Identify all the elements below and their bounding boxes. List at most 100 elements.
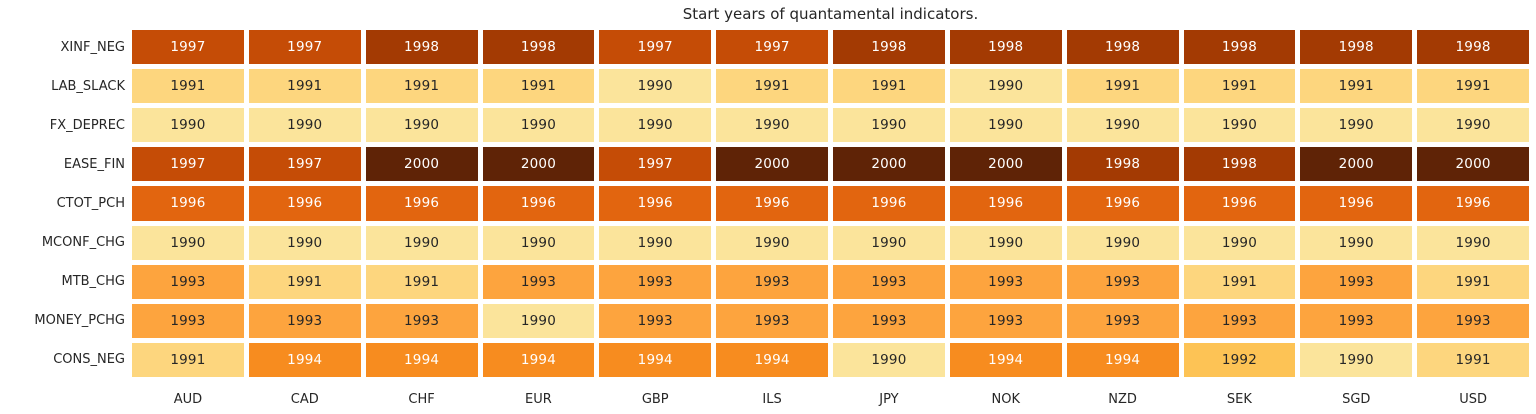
heatmap-cell: 1998 xyxy=(833,30,945,65)
heatmap-cell: 1991 xyxy=(248,69,361,104)
heatmap-cell: 1990 xyxy=(716,108,828,143)
heatmap-cell: 1991 xyxy=(1183,69,1296,104)
heatmap-cell: 1993 xyxy=(1066,264,1179,299)
row-label: EASE_FIN xyxy=(63,156,125,172)
heatmap-cell: 1990 xyxy=(833,108,945,143)
heatmap-cell: 1993 xyxy=(1300,264,1413,299)
heatmap-cell: 2000 xyxy=(949,147,1062,182)
heatmap-cell: 1997 xyxy=(132,30,244,65)
heatmap-cell: 2000 xyxy=(1417,147,1529,182)
heatmap-cell: 1991 xyxy=(482,69,595,104)
heatmap-cell: 1993 xyxy=(833,264,945,299)
heatmap-cell: 1990 xyxy=(1066,225,1179,260)
heatmap-cell: 1991 xyxy=(1300,69,1413,104)
heatmap-cell: 1996 xyxy=(132,186,244,221)
heatmap-cell: 1990 xyxy=(248,225,361,260)
heatmap-cell: 2000 xyxy=(1300,147,1413,182)
heatmap-cell: 1991 xyxy=(833,69,945,104)
heatmap-cell: 1996 xyxy=(1417,186,1529,221)
heatmap-cell: 1993 xyxy=(949,303,1062,338)
heatmap-cell: 1991 xyxy=(132,69,244,104)
heatmap-cell: 1990 xyxy=(248,108,361,143)
heatmap-cell: 1991 xyxy=(1066,69,1179,104)
heatmap-cell: 1990 xyxy=(1417,108,1529,143)
heatmap-cell: 1996 xyxy=(833,186,945,221)
heatmap-cell: 1992 xyxy=(1183,342,1296,377)
heatmap-cell: 1993 xyxy=(599,264,712,299)
heatmap-cell: 1990 xyxy=(599,225,712,260)
col-label: SGD xyxy=(1342,391,1371,407)
heatmap-cell: 1991 xyxy=(1183,264,1296,299)
heatmap-cell: 1990 xyxy=(365,108,478,143)
heatmap-cell: 1990 xyxy=(482,303,595,338)
heatmap-grid: 1997 1997 1998 1998 1997 1997 1998 1998 1998 1998… xyxy=(132,30,1529,377)
row-label: XINF_NEG xyxy=(60,39,125,55)
heatmap-cell: 1997 xyxy=(599,147,712,182)
heatmap-cell: 1996 xyxy=(1300,186,1413,221)
heatmap-cell: 1990 xyxy=(1183,108,1296,143)
heatmap-cell: 1993 xyxy=(599,303,712,338)
col-label: SEK xyxy=(1226,391,1252,407)
heatmap-cell: 1991 xyxy=(365,264,478,299)
row-label: FX_DEPREC xyxy=(49,117,125,133)
heatmap-cell: 1996 xyxy=(949,186,1062,221)
heatmap-cell: 1990 xyxy=(716,225,828,260)
heatmap-cell: 1998 xyxy=(1417,30,1529,65)
col-label: USD xyxy=(1459,391,1487,407)
heatmap-cell: 1994 xyxy=(949,342,1062,377)
heatmap-cell: 1994 xyxy=(248,342,361,377)
heatmap-cell: 1997 xyxy=(132,147,244,182)
col-label: NOK xyxy=(991,391,1020,407)
heatmap-cell: 1994 xyxy=(365,342,478,377)
heatmap-cell: 1990 xyxy=(949,225,1062,260)
heatmap-cell: 1990 xyxy=(482,225,595,260)
heatmap-cell: 1998 xyxy=(1183,147,1296,182)
col-label: CHF xyxy=(408,391,435,407)
heatmap-cell: 1990 xyxy=(1183,225,1296,260)
heatmap-cell: 1996 xyxy=(1066,186,1179,221)
heatmap-cell: 1994 xyxy=(1066,342,1179,377)
heatmap-cell: 1990 xyxy=(1066,108,1179,143)
heatmap-cell: 1990 xyxy=(1300,342,1413,377)
heatmap-cell: 1994 xyxy=(482,342,595,377)
row-label: LAB_SLACK xyxy=(51,78,125,94)
heatmap-cell: 1996 xyxy=(1183,186,1296,221)
heatmap-cell: 1993 xyxy=(833,303,945,338)
heatmap-cell: 1998 xyxy=(365,30,478,65)
heatmap-cell: 1997 xyxy=(599,30,712,65)
heatmap-cell: 1997 xyxy=(248,147,361,182)
row-label: MTB_CHG xyxy=(61,274,125,290)
heatmap-cell: 1993 xyxy=(1300,303,1413,338)
heatmap-cell: 1990 xyxy=(482,108,595,143)
heatmap-cell: 2000 xyxy=(716,147,828,182)
row-label: MCONF_CHG xyxy=(41,235,125,251)
heatmap-cell: 1991 xyxy=(365,69,478,104)
heatmap-cell: 1990 xyxy=(599,69,712,104)
heatmap-cell: 1993 xyxy=(1066,303,1179,338)
heatmap-cell: 1990 xyxy=(1300,225,1413,260)
heatmap-cell: 1996 xyxy=(716,186,828,221)
heatmap-cell: 1993 xyxy=(1183,303,1296,338)
heatmap-cell: 2000 xyxy=(482,147,595,182)
heatmap-cell: 1993 xyxy=(949,264,1062,299)
row-label: CONS_NEG xyxy=(53,352,125,368)
heatmap-cell: 2000 xyxy=(833,147,945,182)
col-label: NZD xyxy=(1108,391,1137,407)
col-label: CAD xyxy=(290,391,319,407)
heatmap-cell: 1990 xyxy=(132,108,244,143)
heatmap-cell: 1991 xyxy=(132,342,244,377)
heatmap-cell: 1993 xyxy=(482,264,595,299)
heatmap-cell: 1993 xyxy=(248,303,361,338)
heatmap-cell: 1993 xyxy=(716,303,828,338)
heatmap-cell: 1993 xyxy=(716,264,828,299)
col-labels: AUD CAD CHF EUR GBP ILS JPY NOK NZD SEK SGD USD xyxy=(132,377,1529,409)
heatmap-cell: 1993 xyxy=(1417,303,1529,338)
heatmap-cell: 1990 xyxy=(949,108,1062,143)
heatmap-cell: 1997 xyxy=(716,30,828,65)
heatmap-cell: 1990 xyxy=(599,108,712,143)
heatmap-cell: 1991 xyxy=(1417,264,1529,299)
heatmap-cell: 1991 xyxy=(1417,342,1529,377)
heatmap-cell: 1991 xyxy=(248,264,361,299)
heatmap-cell: 1996 xyxy=(365,186,478,221)
